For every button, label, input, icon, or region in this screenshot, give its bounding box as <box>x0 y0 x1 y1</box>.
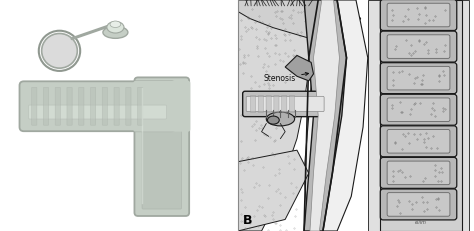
FancyBboxPatch shape <box>387 193 450 216</box>
FancyBboxPatch shape <box>380 0 457 30</box>
FancyBboxPatch shape <box>142 84 182 209</box>
FancyBboxPatch shape <box>55 87 60 125</box>
FancyBboxPatch shape <box>387 98 450 122</box>
Polygon shape <box>304 0 368 231</box>
Polygon shape <box>380 0 462 231</box>
FancyBboxPatch shape <box>102 87 108 125</box>
Ellipse shape <box>110 21 121 27</box>
Ellipse shape <box>266 112 295 126</box>
FancyBboxPatch shape <box>290 95 295 112</box>
Ellipse shape <box>267 116 279 124</box>
FancyBboxPatch shape <box>380 94 457 125</box>
Polygon shape <box>310 0 339 231</box>
Text: B: B <box>243 214 252 227</box>
Polygon shape <box>238 0 361 42</box>
FancyBboxPatch shape <box>250 95 255 112</box>
FancyBboxPatch shape <box>380 126 457 157</box>
FancyBboxPatch shape <box>387 66 450 90</box>
FancyBboxPatch shape <box>114 87 119 125</box>
FancyBboxPatch shape <box>91 87 96 125</box>
FancyBboxPatch shape <box>133 81 191 132</box>
FancyBboxPatch shape <box>266 95 271 112</box>
FancyBboxPatch shape <box>32 87 37 125</box>
Polygon shape <box>238 150 309 231</box>
FancyBboxPatch shape <box>380 63 457 94</box>
FancyBboxPatch shape <box>274 95 279 112</box>
FancyBboxPatch shape <box>258 95 264 112</box>
FancyBboxPatch shape <box>387 130 450 153</box>
FancyBboxPatch shape <box>44 87 49 125</box>
FancyBboxPatch shape <box>135 77 189 216</box>
Polygon shape <box>304 0 346 231</box>
Ellipse shape <box>103 26 128 38</box>
FancyBboxPatch shape <box>79 87 84 125</box>
FancyBboxPatch shape <box>243 91 330 117</box>
FancyBboxPatch shape <box>246 96 324 112</box>
Polygon shape <box>368 0 469 231</box>
Text: A: A <box>11 211 20 224</box>
FancyBboxPatch shape <box>28 105 166 119</box>
FancyBboxPatch shape <box>126 87 131 125</box>
FancyBboxPatch shape <box>387 161 450 185</box>
FancyBboxPatch shape <box>380 31 457 62</box>
Polygon shape <box>238 0 313 231</box>
Text: ellim: ellim <box>415 220 427 225</box>
FancyBboxPatch shape <box>137 87 143 125</box>
Text: Stenosis: Stenosis <box>264 73 309 83</box>
Polygon shape <box>285 55 313 81</box>
FancyBboxPatch shape <box>380 157 457 188</box>
FancyBboxPatch shape <box>67 87 72 125</box>
Circle shape <box>42 33 77 68</box>
FancyBboxPatch shape <box>387 35 450 58</box>
FancyBboxPatch shape <box>380 189 457 220</box>
Ellipse shape <box>107 21 124 33</box>
FancyBboxPatch shape <box>282 95 287 112</box>
FancyBboxPatch shape <box>19 81 175 131</box>
FancyBboxPatch shape <box>387 3 450 27</box>
